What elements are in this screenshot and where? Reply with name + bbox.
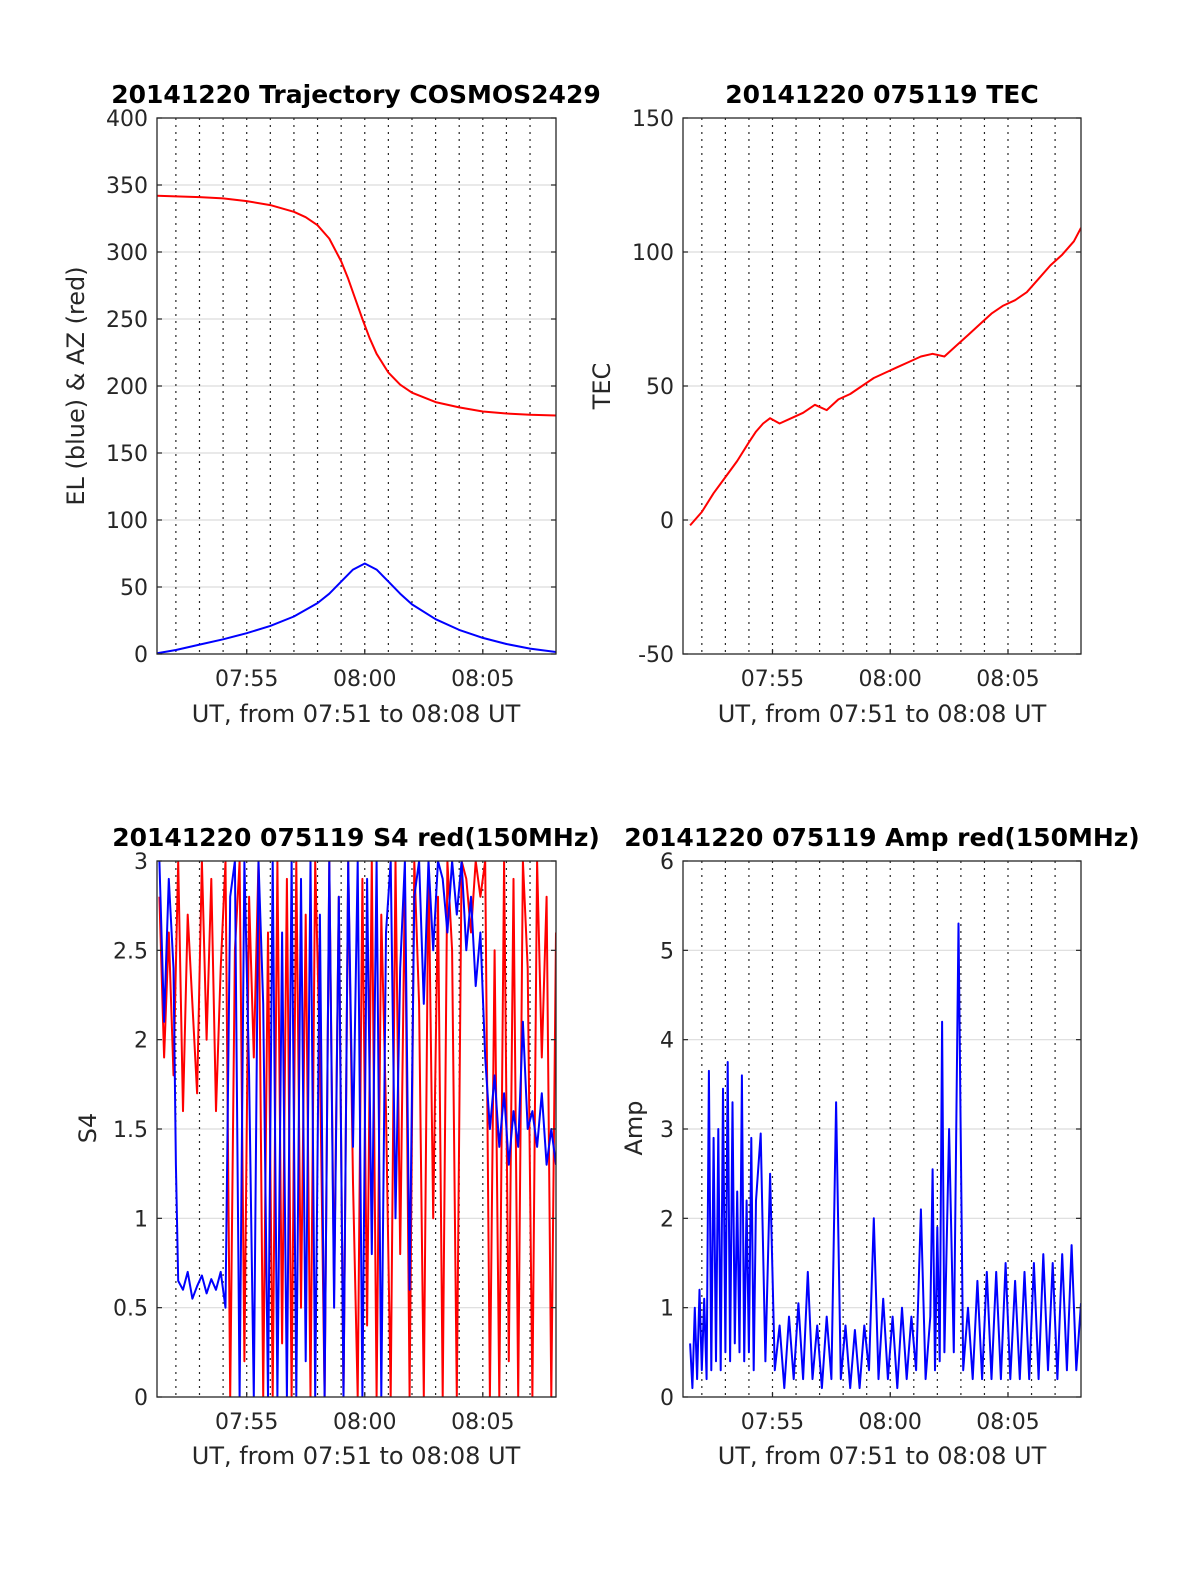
amp-xtick-label: 07:55: [741, 1410, 804, 1435]
tec-ytick-label: 150: [632, 107, 674, 132]
s4-ytick-label: 1.5: [113, 1118, 148, 1143]
s4-ytick-label: 0: [134, 1386, 148, 1411]
tec-series-0: [689, 227, 1081, 527]
amp-ytick-label: 0: [660, 1386, 674, 1411]
trajectory-xtick-label: 08:05: [451, 667, 514, 692]
tec-title: 20141220 075119 TEC: [725, 80, 1038, 109]
s4-xtick-label: 07:55: [215, 1410, 278, 1435]
amp-title: 20141220 075119 Amp red(150MHz): [624, 823, 1140, 852]
amp-xtick-label: 08:00: [859, 1410, 922, 1435]
s4-xlabel: UT, from 07:51 to 08:08 UT: [192, 1442, 521, 1470]
amp-ytick-label: 2: [660, 1207, 674, 1232]
amp-ytick-label: 1: [660, 1297, 674, 1322]
panel-tec: -50 0 50 100 150 07:55 08:00 08:05 20141220 0751…: [588, 80, 1082, 728]
s4-ylabel: S4: [74, 1113, 102, 1144]
trajectory-ytick-label: 200: [106, 375, 148, 400]
trajectory-ytick-label: 150: [106, 442, 148, 467]
trajectory-ytick-label: 400: [106, 107, 148, 132]
trajectory-series-1: [157, 562, 556, 654]
trajectory-ytick-label: 250: [106, 308, 148, 333]
tec-xtick-label: 08:00: [859, 667, 922, 692]
s4-title: 20141220 075119 S4 red(150MHz): [112, 823, 600, 852]
amp-ylabel: Amp: [620, 1100, 648, 1155]
amp-xlabel: UT, from 07:51 to 08:08 UT: [718, 1442, 1047, 1470]
trajectory-ytick-label: 50: [120, 576, 148, 601]
trajectory-series-0: [157, 194, 556, 417]
trajectory-ytick-label: 300: [106, 241, 148, 266]
s4-series-1: [158, 861, 556, 1397]
s4-ytick-label: 2.5: [113, 939, 148, 964]
s4-ytick-label: 1: [134, 1207, 148, 1232]
amp-ytick-label: 5: [660, 939, 674, 964]
amp-ytick-label: 6: [660, 850, 674, 875]
amp-xtick-label: 08:05: [976, 1410, 1039, 1435]
tec-xtick-label: 08:05: [976, 667, 1039, 692]
amp-ytick-label: 3: [660, 1118, 674, 1143]
trajectory-ytick-label: 0: [134, 643, 148, 668]
panel-amp: 0 1 2 3 4 5 6 07:55 08:00 08:05 20141220 075119 Am…: [620, 823, 1140, 1470]
s4-ytick-label: 3: [134, 850, 148, 875]
tec-ytick-label: 100: [632, 241, 674, 266]
trajectory-ylabel: EL (blue) & AZ (red): [62, 266, 90, 505]
s4-xtick-label: 08:05: [451, 1410, 514, 1435]
s4-ytick-label: 0.5: [113, 1297, 148, 1322]
amp-ytick-label: 4: [660, 1029, 674, 1054]
panel-s4: 0 0.5 1 1.5 2 2.5 3 07:55 08:00 08:05 20141220 075…: [74, 823, 600, 1470]
tec-xlabel: UT, from 07:51 to 08:08 UT: [718, 700, 1047, 728]
tec-ytick-label: 0: [660, 509, 674, 534]
trajectory-xtick-label: 08:00: [333, 667, 396, 692]
s4-xtick-label: 08:00: [333, 1410, 396, 1435]
tec-xtick-label: 07:55: [741, 667, 804, 692]
tec-ylabel: TEC: [588, 363, 616, 411]
tec-ytick-label: -50: [638, 643, 674, 668]
panel-trajectory: 0 50 100 150 200 250 300 350 400 07:55 08:00 08:05 2…: [62, 80, 601, 728]
trajectory-ytick-label: 100: [106, 509, 148, 534]
amp-series-0: [689, 922, 1081, 1390]
trajectory-xtick-label: 07:55: [215, 667, 278, 692]
trajectory-title: 20141220 Trajectory COSMOS2429: [111, 80, 601, 109]
tec-ytick-label: 50: [646, 375, 674, 400]
trajectory-ytick-label: 350: [106, 174, 148, 199]
trajectory-xlabel: UT, from 07:51 to 08:08 UT: [192, 700, 521, 728]
s4-ytick-label: 2: [134, 1029, 148, 1054]
